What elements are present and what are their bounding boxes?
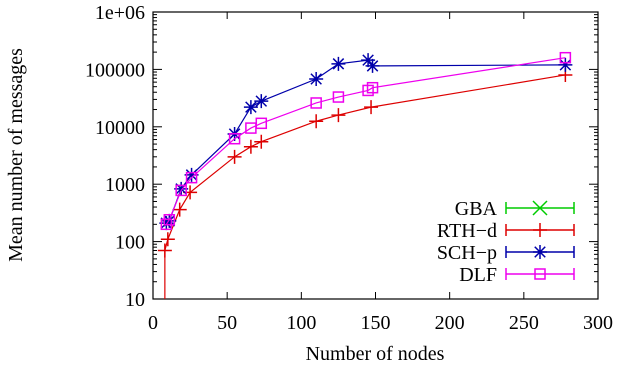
- x-tick-label: 50: [217, 312, 237, 334]
- y-tick-label: 1e+06: [95, 2, 145, 24]
- data-point: [157, 243, 172, 258]
- series-layer: [157, 51, 573, 299]
- y-tick-label: 10: [125, 289, 145, 311]
- data-point: [227, 149, 242, 164]
- data-point: [254, 94, 269, 109]
- series-line: [165, 57, 566, 225]
- data-point: [174, 181, 189, 196]
- legend-item: GBA: [455, 198, 575, 220]
- data-point: [255, 117, 268, 130]
- data-point: [163, 214, 176, 226]
- y-tick-label: 100: [115, 232, 145, 254]
- data-point: [558, 57, 573, 72]
- data-point: [331, 108, 346, 123]
- x-tick-label: 200: [435, 312, 465, 334]
- data-point: [184, 167, 199, 182]
- data-point: [243, 139, 258, 154]
- series-rth-d: [157, 67, 573, 299]
- x-tick-label: 300: [583, 312, 613, 334]
- data-point: [172, 202, 187, 217]
- tick-labels: 0 50 100 150 200 250 300 10 100 1000 10000 100000 1e…: [85, 2, 613, 334]
- data-point: [309, 114, 324, 129]
- data-point: [365, 58, 380, 73]
- data-point: [361, 53, 376, 68]
- data-point: [175, 184, 187, 197]
- data-point: [533, 245, 547, 259]
- data-point: [534, 268, 546, 280]
- y-tick-label: 1000: [105, 174, 145, 196]
- data-point: [366, 81, 379, 94]
- data-point: [228, 132, 241, 145]
- legend-item: RTH−d: [437, 220, 575, 242]
- legend-label: RTH−d: [437, 220, 497, 242]
- x-tick-label: 250: [509, 312, 539, 334]
- legend-item: DLF: [459, 264, 575, 286]
- y-tick-label: 100000: [85, 59, 145, 81]
- x-tick-label: 100: [286, 312, 316, 334]
- x-tick-label: 150: [361, 312, 391, 334]
- series-dlf: [160, 51, 572, 231]
- data-point: [332, 91, 345, 103]
- axis-ticks: [152, 11, 599, 300]
- data-point: [309, 72, 324, 87]
- data-point: [559, 51, 572, 64]
- data-point: [331, 56, 346, 71]
- y-axis-label: Mean number of messages: [5, 48, 27, 262]
- data-point: [243, 100, 258, 115]
- y-tick-label: 10000: [95, 117, 145, 139]
- x-tick-label: 0: [148, 312, 158, 334]
- series-sch-p: [159, 53, 573, 231]
- legend-item: SCH−p: [437, 242, 575, 264]
- data-point: [254, 134, 269, 149]
- x-axis-label: Number of nodes: [306, 343, 445, 365]
- data-point: [364, 100, 379, 115]
- data-point: [185, 171, 198, 184]
- legend-label: SCH−p: [437, 242, 497, 264]
- data-point: [532, 200, 548, 216]
- data-point: [310, 97, 322, 109]
- legend-label: GBA: [455, 198, 498, 220]
- plot-frame: [152, 11, 599, 300]
- data-point: [533, 223, 547, 237]
- legend-label: DLF: [459, 264, 497, 286]
- data-point: [160, 232, 175, 247]
